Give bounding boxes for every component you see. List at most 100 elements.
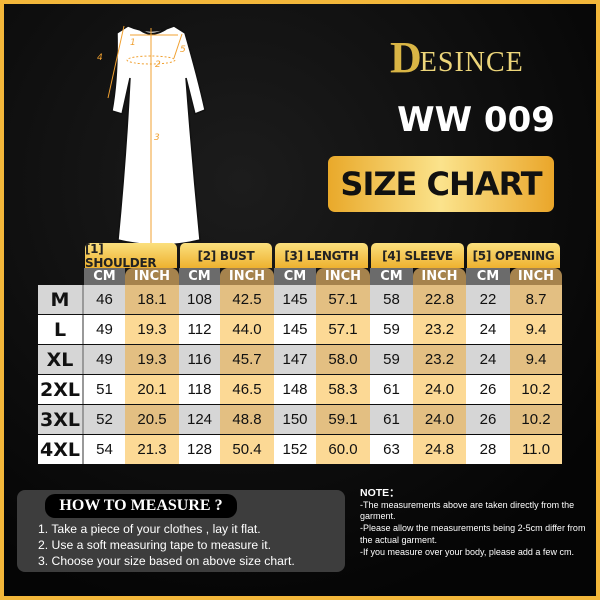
label-4: 4: [97, 53, 103, 63]
cm-cell: 26: [466, 375, 510, 404]
step-2: 2. Use a soft measuring tape to measure …: [38, 538, 272, 552]
inch-cell: 18.1: [125, 285, 179, 314]
inch-cell: 20.1: [125, 375, 179, 404]
inch-cell: 60.0: [316, 435, 370, 464]
bust-line: [126, 55, 176, 65]
inch-cell: 24.0: [413, 405, 466, 434]
step-1: 1. Take a piece of your clothes , lay it…: [38, 522, 261, 536]
inch-cell: 21.3: [125, 435, 179, 464]
cm-cell: 116: [179, 345, 220, 374]
unit-inch: INCH: [413, 268, 466, 285]
cm-cell: 128: [179, 435, 220, 464]
cm-cell: 61: [370, 375, 413, 404]
note-line-1: -The measurements above are taken direct…: [360, 499, 575, 522]
header-length: [3] LENGTH: [275, 243, 368, 268]
inch-cell: 48.8: [220, 405, 274, 434]
inch-cell: 19.3: [125, 315, 179, 344]
inch-cell: 58.0: [316, 345, 370, 374]
logo-d: D: [390, 33, 422, 82]
header-shoulder: [1] SHOULDER: [85, 242, 177, 270]
cm-cell: 152: [274, 435, 316, 464]
cm-cell: 24: [466, 345, 510, 374]
cm-cell: 26: [466, 405, 510, 434]
label-5: 5: [180, 45, 186, 55]
unit-cm: CM: [179, 268, 220, 285]
size-label: L: [38, 315, 84, 344]
inch-cell: 20.5: [125, 405, 179, 434]
unit-cm: CM: [274, 268, 316, 285]
unit-inch: INCH: [316, 268, 370, 285]
cm-cell: 59: [370, 315, 413, 344]
unit-cm: CM: [466, 268, 510, 285]
cm-cell: 51: [84, 375, 125, 404]
header-opening: [5] OPENING: [467, 243, 560, 268]
cm-cell: 118: [179, 375, 220, 404]
inch-cell: 24.0: [413, 375, 466, 404]
brand-logo: D ESINCE: [390, 33, 524, 82]
sleeve-arrow: [107, 25, 125, 99]
inch-cell: 9.4: [510, 345, 562, 374]
cm-cell: 148: [274, 375, 316, 404]
cm-cell: 49: [84, 315, 125, 344]
inch-cell: 10.2: [510, 375, 562, 404]
note-line-2: -Please allow the measurements being 2-5…: [360, 523, 586, 545]
size-label: 4XL: [38, 435, 84, 464]
cm-cell: 61: [370, 405, 413, 434]
inch-cell: 45.7: [220, 345, 274, 374]
opening-line: [173, 33, 183, 59]
size-label: M: [38, 285, 84, 314]
size-label: 3XL: [38, 405, 84, 434]
header-bust: [2] BUST: [180, 243, 272, 268]
inch-cell: 9.4: [510, 315, 562, 344]
cm-cell: 58: [370, 285, 413, 314]
cm-cell: 112: [179, 315, 220, 344]
unit-cm: CM: [370, 268, 413, 285]
unit-inch: INCH: [125, 268, 179, 285]
cm-cell: 150: [274, 405, 316, 434]
cm-cell: 52: [84, 405, 125, 434]
label-1: 1: [130, 38, 136, 48]
cm-cell: 145: [274, 315, 316, 344]
logo-text: ESINCE: [419, 47, 524, 78]
inch-cell: 42.5: [220, 285, 274, 314]
size-chart-badge: SIZE CHART: [328, 156, 554, 212]
inch-cell: 23.2: [413, 345, 466, 374]
size-label: XL: [38, 345, 84, 374]
cm-cell: 28: [466, 435, 510, 464]
cm-cell: 147: [274, 345, 316, 374]
inch-cell: 22.8: [413, 285, 466, 314]
cm-cell: 46: [84, 285, 125, 314]
inch-cell: 46.5: [220, 375, 274, 404]
inch-cell: 44.0: [220, 315, 274, 344]
inch-cell: 58.3: [316, 375, 370, 404]
cm-cell: 124: [179, 405, 220, 434]
unit-cm: CM: [84, 268, 125, 285]
inch-cell: 10.2: [510, 405, 562, 434]
inch-cell: 57.1: [316, 285, 370, 314]
cm-cell: 59: [370, 345, 413, 374]
inch-cell: 19.3: [125, 345, 179, 374]
inch-cell: 59.1: [316, 405, 370, 434]
note-line-3: -If you measure over your body, please a…: [360, 546, 574, 557]
step-3: 3. Choose your size based on above size …: [38, 554, 295, 568]
inch-cell: 50.4: [220, 435, 274, 464]
header-sleeve: [4] SLEEVE: [371, 243, 464, 268]
size-label: 2XL: [38, 375, 84, 404]
unit-inch: INCH: [220, 268, 274, 285]
cm-cell: 22: [466, 285, 510, 314]
model-number: WW 009: [397, 100, 555, 140]
label-2: 2: [155, 60, 161, 70]
note: NOTE： -The measurements above are taken …: [360, 487, 595, 558]
inch-cell: 8.7: [510, 285, 562, 314]
inch-cell: 24.8: [413, 435, 466, 464]
cm-cell: 54: [84, 435, 125, 464]
note-title: NOTE：: [360, 487, 400, 499]
cm-cell: 108: [179, 285, 220, 314]
cm-cell: 49: [84, 345, 125, 374]
cm-cell: 24: [466, 315, 510, 344]
cm-cell: 145: [274, 285, 316, 314]
dress-diagram: 1 2 3 4 5: [97, 24, 206, 248]
label-3: 3: [154, 133, 160, 143]
measure-steps: 1. Take a piece of your clothes , lay it…: [38, 521, 295, 569]
cm-cell: 63: [370, 435, 413, 464]
